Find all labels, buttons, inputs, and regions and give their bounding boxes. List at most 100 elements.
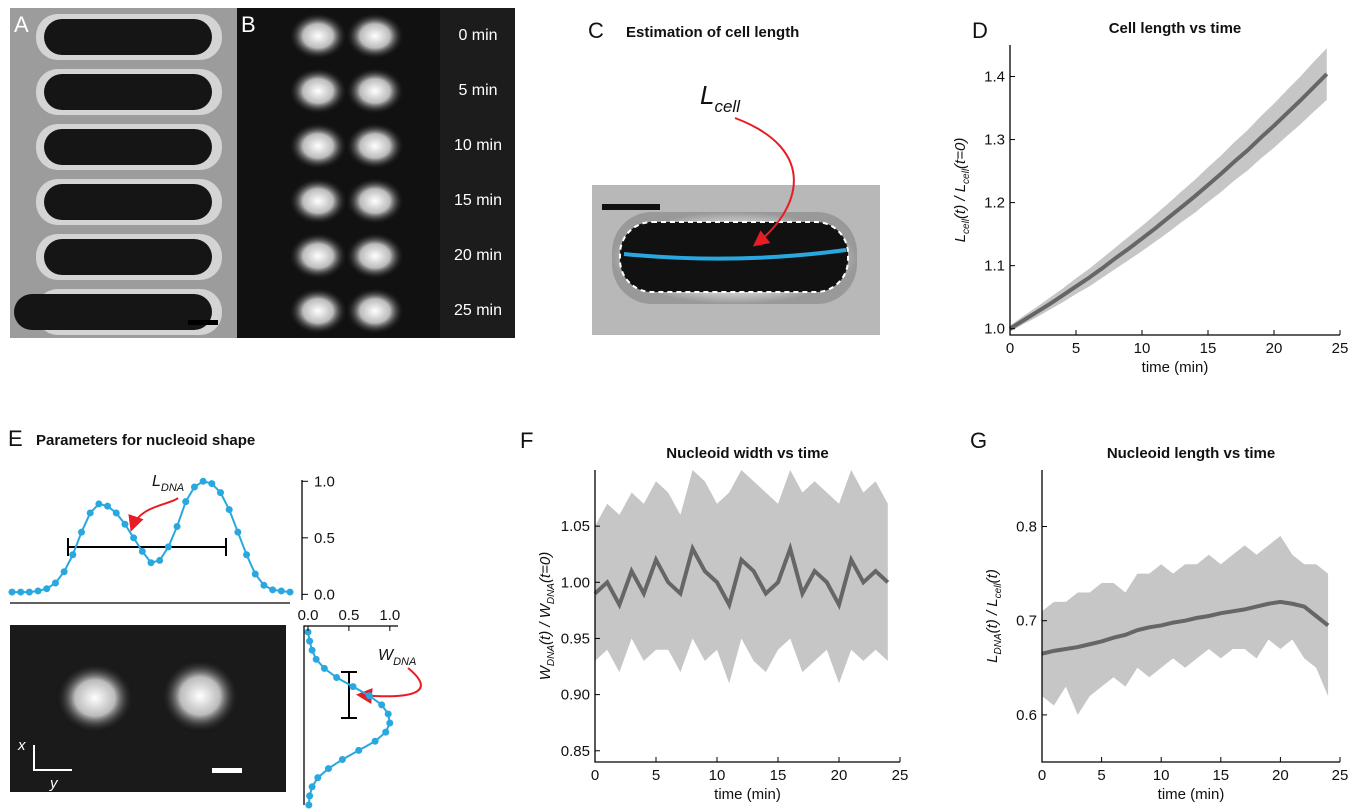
- nucleoid-lobe: [55, 662, 135, 734]
- x-axis-label: time (min): [1142, 359, 1209, 376]
- profile-point: [217, 489, 224, 497]
- axis-letter: y: [49, 775, 59, 792]
- panel-title: Parameters for nucleoid shape: [36, 432, 255, 449]
- nucleoid: [288, 67, 348, 115]
- y-tick-label: 1.2: [984, 195, 1005, 212]
- error-band: [1042, 535, 1329, 715]
- x-tick-label: 5: [1097, 767, 1105, 784]
- profile-point: [269, 586, 277, 594]
- time-label: 15 min: [454, 192, 502, 209]
- x-tick-label: 25: [1332, 767, 1349, 784]
- scale-bar: [212, 768, 242, 773]
- y-tick-label: 1.1: [984, 258, 1005, 275]
- y-tick-label: 0.5: [314, 530, 335, 547]
- profile-point: [17, 588, 25, 596]
- label-sub: cell: [993, 583, 1004, 599]
- label-part: (t): [984, 569, 1001, 583]
- symbol: LDNA: [152, 473, 184, 494]
- label-part: (t) / L: [984, 598, 1001, 633]
- arrow: [734, 117, 795, 247]
- y-axis-label: WDNA(t) / WDNA(t=0): [537, 552, 557, 681]
- profile-point: [349, 683, 357, 691]
- x-tick-label: 1.0: [379, 607, 400, 624]
- cell-body: [44, 239, 212, 275]
- profile-point: [190, 483, 198, 491]
- nucleoid: [345, 232, 405, 280]
- profile-point: [251, 570, 259, 578]
- profile-point: [314, 774, 322, 782]
- profile-point: [338, 755, 346, 763]
- chart-title: Nucleoid width vs time: [666, 445, 829, 462]
- x-tick-label: 0: [1038, 767, 1046, 784]
- time-label: 25 min: [454, 302, 502, 319]
- mean-line: [1041, 599, 1330, 656]
- profile-point: [260, 581, 268, 589]
- nucleoid: [345, 287, 405, 335]
- y-axis-label: Lcell(t) / Lcell(t=0): [952, 138, 972, 243]
- profile-point: [51, 579, 59, 587]
- profile-point: [147, 559, 155, 567]
- panel-letter: F: [520, 428, 533, 453]
- label-part: (t) / L: [952, 184, 969, 219]
- x-tick-label: 15: [1200, 340, 1217, 357]
- y-tick-label: 1.4: [984, 69, 1005, 86]
- profile-point: [324, 765, 332, 773]
- error-band: [1010, 48, 1327, 332]
- cell-body: [44, 19, 212, 55]
- profile-point: [308, 646, 316, 654]
- fluorescence-image: [237, 8, 515, 338]
- x-tick-label: 20: [1266, 340, 1283, 357]
- profile-point: [208, 480, 216, 488]
- profile-point: [130, 534, 138, 542]
- scale-bar: [602, 204, 660, 210]
- panel-letter: E: [8, 426, 23, 451]
- x-tick-label: 0.5: [338, 607, 359, 624]
- nucleoid-image: [10, 625, 286, 792]
- x-tick-label: 5: [652, 767, 660, 784]
- profile-point: [277, 587, 285, 595]
- cell-body: [14, 294, 212, 330]
- symbol-sub: DNA: [161, 482, 184, 494]
- panel-title: Estimation of cell length: [626, 24, 799, 41]
- profile-point: [34, 587, 42, 595]
- x-tick-label: 10: [709, 767, 726, 784]
- x-tick-label: 20: [1272, 767, 1289, 784]
- profile-point: [304, 628, 312, 636]
- x-axis-label: time (min): [1158, 786, 1225, 803]
- time-label: 0 min: [458, 27, 497, 44]
- phase-image: [10, 8, 237, 338]
- label-sub: cell: [961, 168, 972, 184]
- panel-letter: C: [588, 18, 604, 43]
- label-sub: DNA: [993, 633, 1004, 654]
- profile-point: [234, 528, 242, 536]
- profile-point: [164, 543, 172, 551]
- y-tick-label: 1.05: [561, 518, 590, 535]
- cell-body: [44, 74, 212, 110]
- label-part: (t=0): [537, 552, 554, 583]
- profile-point: [43, 585, 51, 593]
- panel-letter: G: [970, 428, 987, 453]
- symbol-main: W: [378, 647, 395, 664]
- profile-point: [25, 588, 33, 596]
- y-tick-label: 0.90: [561, 687, 590, 704]
- profile-point: [371, 737, 379, 745]
- label-part: L: [952, 234, 969, 242]
- nucleoid: [288, 232, 348, 280]
- x-tick-label: 0.0: [298, 607, 319, 624]
- nucleoid-lobe: [160, 658, 240, 734]
- y-axis-label: LDNA(t) / Lcell(t): [984, 569, 1004, 663]
- time-label: 20 min: [454, 247, 502, 264]
- chart-title: Cell length vs time: [1109, 20, 1242, 37]
- nucleoid: [345, 12, 405, 60]
- x-tick-label: 25: [892, 767, 909, 784]
- profile-point: [305, 801, 313, 809]
- scale-bar: [188, 320, 218, 325]
- y-tick-label: 0.8: [1016, 519, 1037, 536]
- profile-point: [225, 506, 233, 514]
- profile-point: [286, 588, 294, 596]
- profile-point: [112, 509, 120, 517]
- profile-point: [78, 528, 85, 536]
- x-tick-label: 10: [1153, 767, 1170, 784]
- mean-line: [1008, 72, 1329, 331]
- y-tick-label: 0.95: [561, 630, 590, 647]
